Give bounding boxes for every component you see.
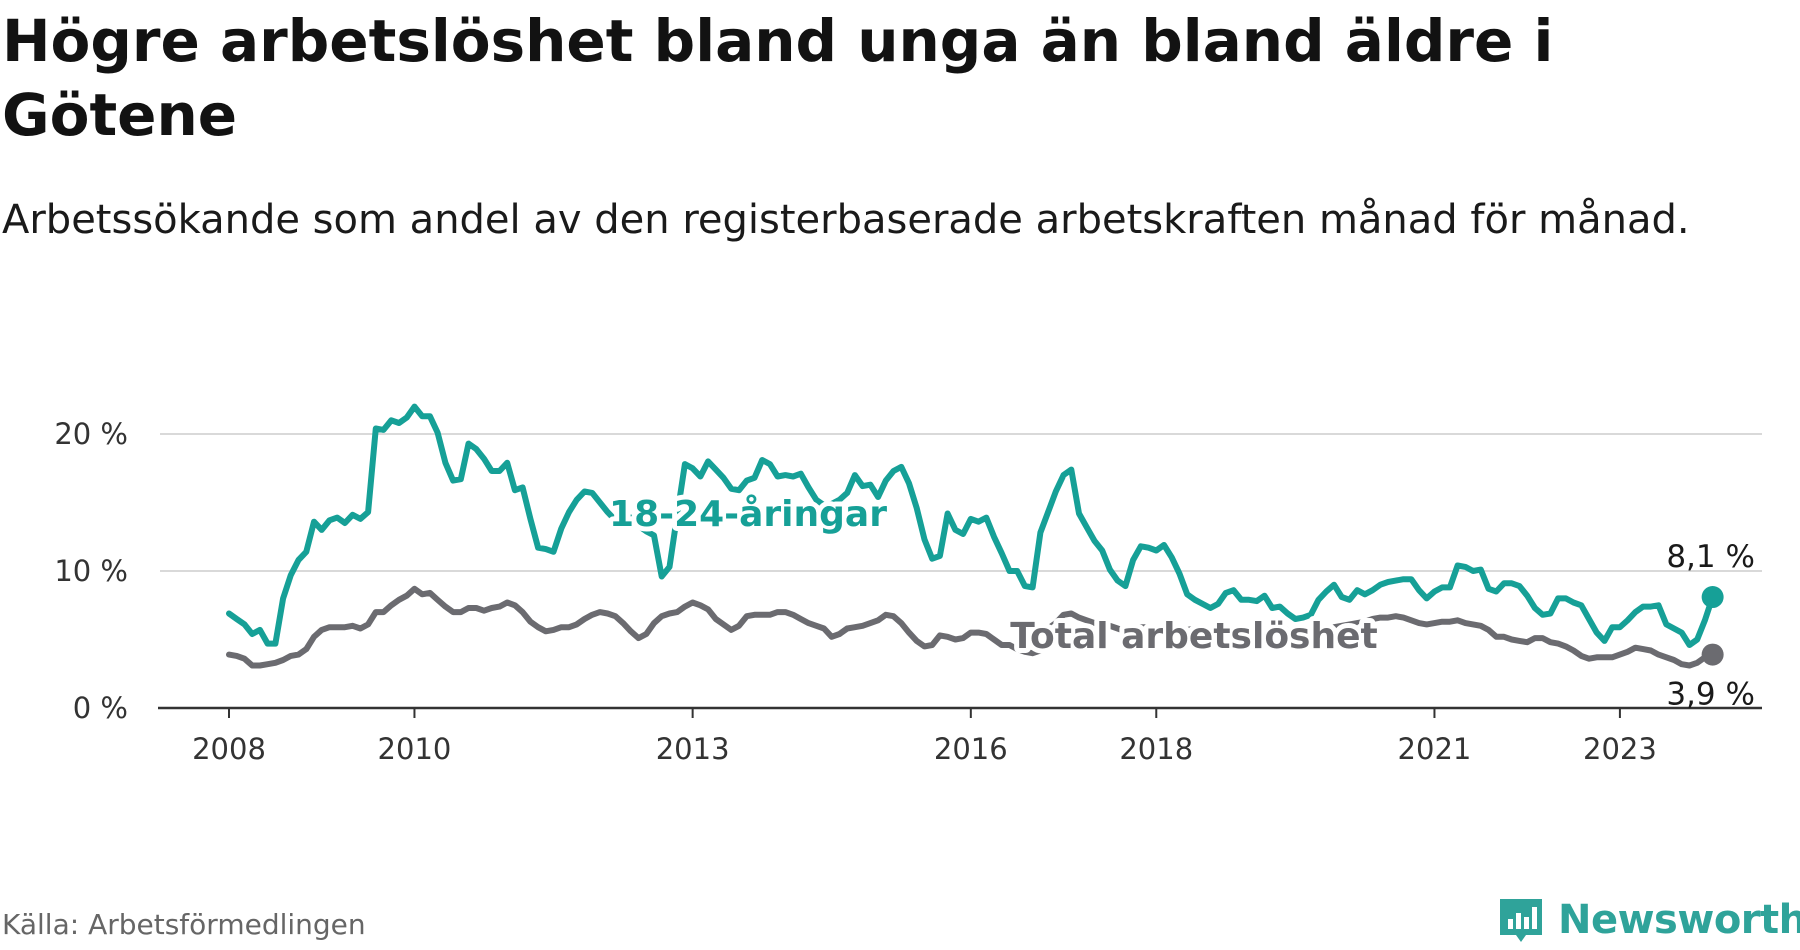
x-tick-label-2018: 2018 xyxy=(1119,732,1193,766)
end-value-label-youth: 8,1 % xyxy=(1666,539,1755,575)
x-tick-label-2016: 2016 xyxy=(934,732,1008,766)
axes: 0 % 10 % 20 % 2008 2010 2013 2016 2018 2021 2023 xyxy=(54,417,1762,766)
chart-title: Högre arbetslöshet bland unga än bland ä… xyxy=(2,7,1554,149)
grid-lines xyxy=(160,433,1762,572)
x-tick-label-2013: 2013 xyxy=(656,732,730,766)
x-tick-label-2021: 2021 xyxy=(1398,732,1472,766)
series-label-total: Total arbetslöshet xyxy=(1010,616,1378,657)
x-tick-label-2023: 2023 xyxy=(1583,732,1657,766)
source-note: Källa: Arbetsförmedlingen xyxy=(2,908,366,941)
brand-name: Newsworthy xyxy=(1558,897,1800,943)
series-labels: 3,9 % Total arbetslöshet 8,1 % 18-24-åringa… xyxy=(604,489,1755,713)
y-tick-label-10: 10 % xyxy=(54,554,128,588)
y-tick-label-0: 0 % xyxy=(73,691,128,725)
x-tick-label-2008: 2008 xyxy=(192,732,266,766)
end-value-label-total: 3,9 % xyxy=(1666,677,1755,713)
x-tick-label-2010: 2010 xyxy=(378,732,452,766)
line-chart: 0 %10 %20 %2008 2010 2013 2016 2018 2021 2023 … xyxy=(54,403,1762,766)
y-tick-label-20: 20 % xyxy=(54,417,128,451)
series-line-youth xyxy=(226,403,1716,648)
series-endpoint-total xyxy=(1701,643,1724,666)
series-lines xyxy=(226,403,1724,669)
series-label-youth: 18-24-åringar xyxy=(609,494,887,535)
chart-subtitle: Arbetssökande som andel av den registerb… xyxy=(2,197,1690,243)
series-line-total xyxy=(226,585,1716,669)
bar-chart-icon xyxy=(1500,899,1542,942)
series-endpoint-youth xyxy=(1701,586,1724,609)
brand-logo[interactable]: Newsworthy xyxy=(1496,890,1800,950)
